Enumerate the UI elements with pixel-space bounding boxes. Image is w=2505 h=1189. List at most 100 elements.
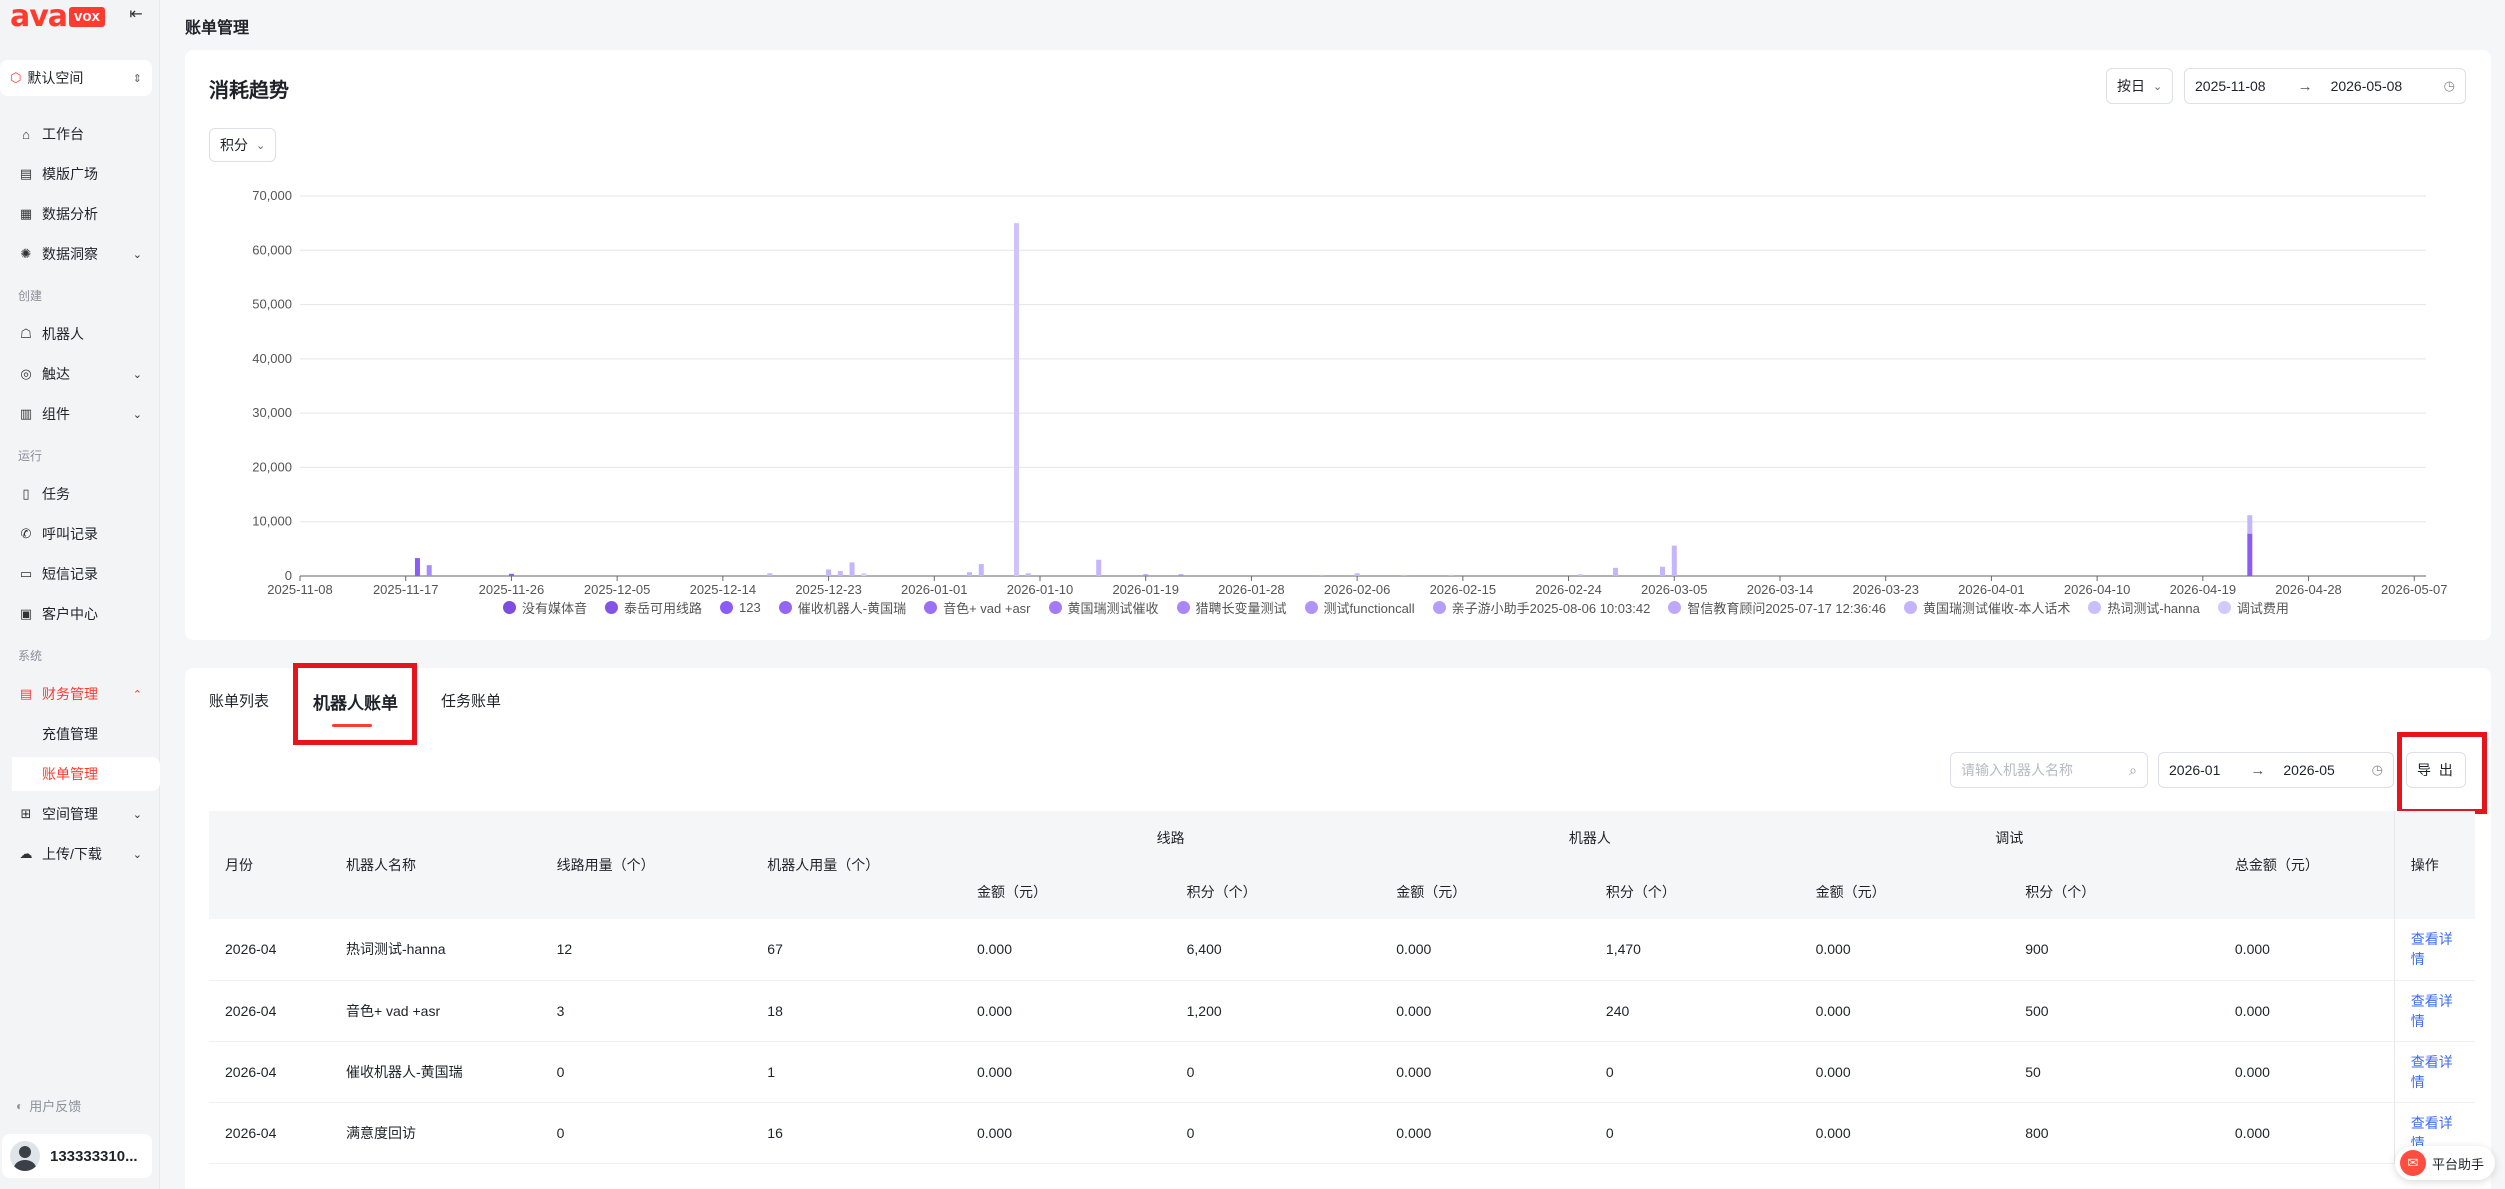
trend-date-start[interactable]: 2025-11-08: [2195, 78, 2266, 94]
platform-assistant-button[interactable]: ✉ 平台助手: [2395, 1146, 2495, 1180]
robot-search[interactable]: ⌕: [1950, 752, 2148, 788]
x-tick-label: 2026-04-28: [2275, 582, 2342, 597]
sidebar-item-workbench[interactable]: ⌂ 工作台: [0, 116, 152, 152]
table-row: 2026-04 催收机器人-黄国瑞 0 1 0.000 0 0.000 0 0.000 50 0.0…: [209, 1041, 2475, 1103]
bill-date-start[interactable]: 2026-01: [2169, 762, 2221, 778]
legend-label: 催收机器人-黄国瑞: [797, 601, 907, 616]
chart-bar[interactable]: [1671, 545, 1677, 576]
sidebar-item-tasks[interactable]: ▯ 任务: [0, 476, 152, 512]
legend-item[interactable]: 123: [720, 598, 761, 617]
chart-bar[interactable]: [1577, 574, 1583, 576]
legend-item[interactable]: 测试functioncall: [1304, 598, 1415, 617]
template-icon: ▤: [19, 166, 33, 181]
chart-bar[interactable]: [1660, 566, 1666, 576]
chart-bar[interactable]: [826, 569, 832, 576]
chart-bar[interactable]: [1613, 567, 1619, 576]
legend-item[interactable]: 黄国瑞测试催收-本人话术: [1904, 598, 2070, 617]
sidebar-item-analytics[interactable]: ▦ 数据分析: [0, 196, 152, 232]
sidebar-item-robot[interactable]: ☖ 机器人: [0, 316, 152, 352]
chevron-down-icon: ⌄: [132, 368, 142, 381]
legend-item[interactable]: 催收机器人-黄国瑞: [778, 598, 907, 617]
sidebar-item-insights[interactable]: ✺ 数据洞察 ⌄: [0, 236, 152, 272]
bill-date-end[interactable]: 2026-05: [2283, 762, 2335, 778]
chart-bar[interactable]: [1401, 574, 1407, 576]
metric-select[interactable]: 积分 ⌄: [209, 128, 277, 162]
sidebar-item-customers[interactable]: ▣ 客户中心: [0, 596, 152, 632]
user-card[interactable]: 133333310...: [2, 1134, 152, 1178]
sidebar-item-sms-records[interactable]: ▭ 短信记录: [0, 556, 152, 592]
legend-item[interactable]: 没有媒体音: [503, 598, 587, 617]
chart-bar[interactable]: [849, 562, 855, 576]
chart-bar[interactable]: [508, 573, 514, 576]
view-details-link[interactable]: 查看详情: [2393, 980, 2475, 1042]
legend-item[interactable]: 音色+ vad +asr: [924, 598, 1031, 617]
x-tick-label: 2026-02-24: [1535, 582, 1602, 597]
cell-robot-amount: 0.000: [1380, 1102, 1590, 1164]
section-system: 系统: [18, 649, 43, 663]
sidebar-item-bills[interactable]: 账单管理: [12, 757, 160, 791]
section-create: 创建: [18, 289, 43, 303]
legend-item[interactable]: 泰岳可用线路: [605, 598, 702, 617]
tab-bill-list[interactable]: 账单列表: [209, 693, 270, 710]
y-tick-label: 20,000: [252, 459, 292, 474]
cell-name: 催收机器人-黄国瑞: [329, 1041, 541, 1103]
chart-bar[interactable]: [861, 573, 867, 576]
legend-label: 黄国瑞测试催收: [1067, 601, 1159, 616]
legend-item[interactable]: 亲子游小助手2025-08-06 10:03:42: [1432, 598, 1650, 617]
chart-bar[interactable]: [967, 572, 973, 576]
trend-date-end[interactable]: 2026-05-08: [2330, 78, 2403, 94]
sidebar-item-upload-download[interactable]: ☁ 上传/下载 ⌄: [0, 836, 152, 872]
chart-bar[interactable]: [837, 571, 843, 576]
view-details-link[interactable]: 查看详情: [2393, 919, 2475, 981]
brand-logo[interactable]: ava vox: [10, 2, 105, 32]
granularity-select[interactable]: 按日 ⌄: [2106, 68, 2174, 104]
chart-bar[interactable]: [426, 565, 432, 576]
sidebar-item-call-records[interactable]: ✆ 呼叫记录: [0, 516, 152, 552]
cell-debug-points: 50: [2009, 1041, 2219, 1103]
cell-name: 热词测试-hanna: [329, 919, 541, 981]
legend-label: 黄国瑞测试催收-本人话术: [1923, 601, 2071, 616]
legend-item[interactable]: 黄国瑞测试催收: [1048, 598, 1159, 617]
legend-item[interactable]: 调试费用: [2217, 598, 2289, 617]
chart-bar[interactable]: [1025, 573, 1031, 576]
chart-bar[interactable]: [1013, 223, 1019, 576]
x-tick-label: 2025-11-17: [373, 582, 439, 597]
sidebar-item-reach[interactable]: ◎ 触达 ⌄: [0, 356, 152, 392]
legend-item[interactable]: 热词测试-hanna: [2088, 598, 2200, 617]
chart-bar[interactable]: [978, 564, 984, 576]
legend-item[interactable]: 智信教育顾问2025-07-17 12:36:46: [1668, 598, 1886, 617]
cell-name: 音色+ vad +asr: [329, 980, 541, 1042]
sidebar-item-recharge[interactable]: 充值管理: [42, 726, 98, 742]
chart-bar[interactable]: [1096, 559, 1102, 576]
sidebar-item-finance[interactable]: ▤ 财务管理 ⌃: [0, 676, 152, 712]
trend-date-range[interactable]: 2025-11-08 → 2026-05-08 ◷: [2184, 68, 2466, 104]
space-selector[interactable]: ⬡ 默认空间 ⇕: [0, 60, 152, 96]
chart-bar[interactable]: [1143, 574, 1149, 576]
chart-legend: 没有媒体音 泰岳可用线路 123 催收机器人-黄国瑞 音色+ vad +asr 黄国瑞测试…: [503, 598, 2289, 617]
legend-item[interactable]: 猎聘长变量测试: [1176, 598, 1287, 617]
sidebar-item-space-management[interactable]: ⊞ 空间管理 ⌄: [0, 796, 152, 832]
feedback-link[interactable]: ◐ 用户反馈: [16, 1096, 81, 1115]
chart-bar[interactable]: [1354, 573, 1360, 576]
chart-bar[interactable]: [2247, 515, 2253, 534]
collapse-sidebar-icon[interactable]: ⇤: [129, 6, 143, 23]
export-button[interactable]: 导 出: [2406, 752, 2466, 788]
sidebar-item-templates[interactable]: ▤ 模版广场: [0, 156, 152, 192]
tab-task-bill[interactable]: 任务账单: [441, 693, 502, 710]
bill-date-range[interactable]: 2026-01 → 2026-05 ◷: [2158, 752, 2394, 788]
chart-bar[interactable]: [2247, 533, 2253, 576]
cell-robot-usage: 1: [751, 1041, 961, 1103]
x-tick-label: 2026-04-10: [2064, 582, 2131, 597]
chart-bar[interactable]: [1448, 574, 1454, 576]
cube-icon: ⬡: [10, 70, 22, 85]
view-details-link[interactable]: 查看详情: [2393, 1041, 2475, 1103]
tab-robot-bill[interactable]: 机器人账单: [313, 694, 398, 713]
sidebar-item-label: 数据洞察: [42, 246, 98, 262]
chart-bar[interactable]: [1319, 574, 1325, 576]
x-tick-label: 2025-11-08: [267, 582, 333, 597]
chart-bar[interactable]: [767, 573, 773, 576]
sidebar-item-components[interactable]: ▥ 组件 ⌄: [0, 396, 152, 432]
chart-bar[interactable]: [1178, 574, 1184, 576]
robot-search-input[interactable]: [1961, 762, 2111, 778]
chart-bar[interactable]: [414, 558, 420, 576]
